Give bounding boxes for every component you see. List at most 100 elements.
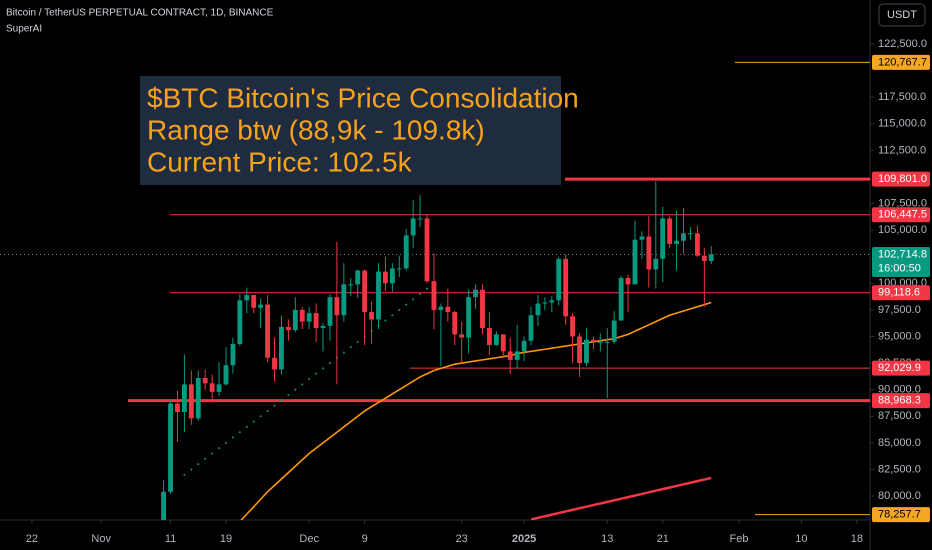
y-tick-label: 105,000.0 <box>878 224 927 236</box>
trail-dot <box>280 399 283 402</box>
trail-dot <box>426 287 429 290</box>
candle-body <box>681 233 686 241</box>
trail-dot <box>356 340 359 343</box>
candle-body <box>285 326 291 331</box>
x-tick-label: 23 <box>456 533 468 545</box>
y-tick-label: 107,500.0 <box>878 197 927 209</box>
candle-body <box>646 236 652 270</box>
candle-body <box>292 309 298 331</box>
trail-dot <box>349 346 352 349</box>
trail-dot <box>252 420 255 423</box>
x-tick-label: 19 <box>220 533 232 545</box>
trail-dot <box>315 372 318 375</box>
price-label-box <box>872 171 930 187</box>
trail-dot <box>245 425 248 428</box>
candle-body <box>514 351 520 360</box>
candle-body <box>674 240 680 244</box>
candle-body <box>708 254 714 261</box>
y-tick-label: 112,500.0 <box>878 144 926 156</box>
candle-body <box>459 334 465 338</box>
price-label: 92,029.9 <box>878 362 921 374</box>
countdown: 16:00:50 <box>878 262 921 274</box>
price-label-box <box>872 360 930 376</box>
candle-body <box>376 271 381 320</box>
candle-body <box>306 313 312 322</box>
candle-body <box>556 258 562 301</box>
trail-dot <box>412 298 415 301</box>
price-label-box <box>872 285 930 301</box>
trail-dot <box>197 463 200 466</box>
trail-dot <box>391 314 394 317</box>
y-tick-label: 95,000.0 <box>878 330 921 342</box>
price-label: 99,118.6 <box>878 287 920 299</box>
y-tick-label: 82,500.0 <box>878 463 921 475</box>
candle-body <box>466 297 472 338</box>
candle-body <box>486 327 492 346</box>
candle-body <box>362 270 368 313</box>
x-tick-label: 18 <box>851 533 863 545</box>
candle-body <box>625 277 631 285</box>
indicator-line <box>240 301 712 520</box>
candle-body <box>320 325 326 328</box>
candle-body <box>424 218 430 282</box>
candle-body <box>251 295 257 308</box>
candle-body <box>493 334 499 346</box>
overlay: Bitcoin / TetherUS PERPETUAL CONTRACT, 1… <box>6 3 926 35</box>
annotation-box <box>140 76 561 185</box>
y-tick-label: 122,500.0 <box>878 38 927 50</box>
candle-body <box>480 289 485 328</box>
candle-body <box>549 300 555 303</box>
candle-body <box>417 218 423 220</box>
price-label: 120,767.7 <box>878 56 927 68</box>
candle-body <box>341 284 347 316</box>
candle-body <box>473 289 478 298</box>
price-label-box <box>872 507 930 523</box>
candle-body <box>403 235 409 269</box>
trail-dot <box>183 473 186 476</box>
trail-dot <box>218 447 221 450</box>
candle-body <box>528 315 534 341</box>
currency-button[interactable] <box>878 3 926 27</box>
trail-dot <box>384 319 387 322</box>
candle-body <box>272 357 277 370</box>
annotation-text: $BTC Bitcoin's Price Consolidation <box>147 82 579 113</box>
candle-body <box>258 304 264 308</box>
indicator-line <box>530 476 712 520</box>
y-tick-label: 90,000.0 <box>878 384 921 396</box>
trail-dot <box>266 409 269 412</box>
trail-dot <box>190 468 193 471</box>
trail-dot <box>287 393 290 396</box>
x-tick-label: 2025 <box>512 533 536 545</box>
candle-body <box>521 340 527 352</box>
candle-body <box>701 255 707 261</box>
candle-body <box>348 284 354 286</box>
candle-body <box>181 384 187 413</box>
candle-body <box>590 339 596 342</box>
trail-dot <box>231 436 234 439</box>
currency[interactable]: USDT <box>887 9 917 21</box>
candle-body <box>383 271 388 284</box>
price-label-box <box>872 54 930 70</box>
candle-body <box>223 365 229 385</box>
candle-body <box>195 377 201 419</box>
candle-body <box>168 403 173 492</box>
trail-dot <box>322 367 325 370</box>
price-label: 106,447.5 <box>878 209 927 221</box>
candle-body <box>507 351 513 360</box>
trail-dot <box>238 431 241 434</box>
candle-body <box>694 233 700 256</box>
candle-body <box>188 384 194 419</box>
price-label: 78,257.7 <box>878 508 921 520</box>
candle-body <box>410 218 416 236</box>
candle-body <box>369 312 374 320</box>
candle-body <box>389 268 395 284</box>
candle-body <box>355 270 361 285</box>
candle-body <box>632 239 638 285</box>
y-tick-label: 97,500.0 <box>878 304 921 316</box>
candle-body <box>535 303 541 316</box>
candle-body <box>313 313 319 328</box>
trail-dot <box>328 362 331 365</box>
candle-body <box>202 377 208 384</box>
trail-dot <box>259 415 262 418</box>
